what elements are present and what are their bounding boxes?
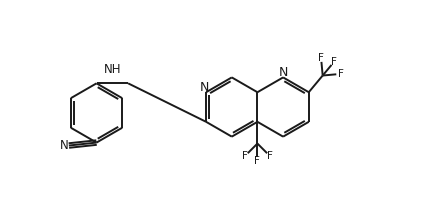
Text: N: N (60, 139, 68, 152)
Text: F: F (267, 151, 273, 161)
Text: NH: NH (104, 63, 121, 77)
Text: F: F (318, 53, 324, 63)
Text: N: N (200, 81, 209, 94)
Text: F: F (331, 57, 337, 67)
Text: N: N (279, 66, 288, 79)
Text: F: F (242, 151, 248, 161)
Text: F: F (255, 156, 261, 166)
Text: F: F (338, 69, 344, 79)
